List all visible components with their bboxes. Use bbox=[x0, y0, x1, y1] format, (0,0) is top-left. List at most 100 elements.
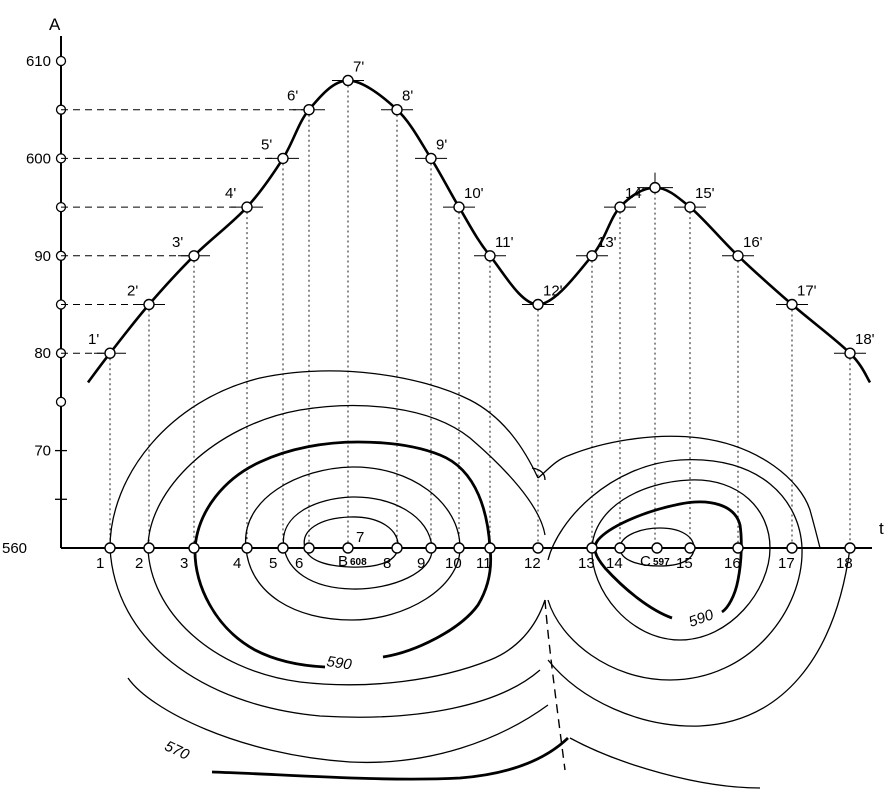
y-tick-label: 600 bbox=[26, 150, 51, 167]
summit-c-letter: C bbox=[640, 553, 651, 570]
contour-left-585b bbox=[147, 547, 546, 686]
profile-point-marker bbox=[104, 347, 116, 359]
baseline-point-marker bbox=[844, 542, 856, 554]
baseline-point-marker bbox=[732, 542, 744, 554]
baseline-point-marker bbox=[391, 542, 403, 554]
profile-curve bbox=[86, 79, 872, 384]
x-axis-title: t bbox=[879, 519, 884, 538]
profile-point-marker bbox=[732, 250, 744, 262]
baseline-point-marker bbox=[453, 542, 465, 554]
summit-b: B 608 bbox=[338, 553, 367, 570]
profile-point-marker bbox=[844, 347, 856, 359]
profile-point-label: 12' bbox=[543, 283, 563, 300]
baseline-point-label: 4 bbox=[233, 555, 241, 572]
baseline-point-marker bbox=[143, 542, 155, 554]
baseline-point-marker bbox=[188, 542, 200, 554]
contour-right-585 bbox=[591, 479, 771, 641]
baseline-point-label: 17 bbox=[778, 555, 795, 572]
baseline-point-marker bbox=[484, 542, 496, 554]
baseline-point-label: 6 bbox=[295, 555, 303, 572]
profile-point-marker bbox=[684, 201, 696, 213]
contour-right-580 bbox=[547, 459, 803, 681]
baseline-point-label: 11 bbox=[476, 555, 492, 572]
summit-b-value: 608 bbox=[350, 557, 367, 568]
baseline-point-label: 9 bbox=[417, 555, 425, 572]
y-tick-label: 80 bbox=[34, 345, 51, 362]
contour-label-570: 570 bbox=[162, 738, 192, 764]
profile-point-marker bbox=[532, 298, 544, 311]
profile-point-marker bbox=[484, 250, 496, 262]
baseline-point-marker bbox=[342, 542, 354, 554]
y-ticks: 610 600 90 80 70 560 bbox=[2, 53, 67, 557]
baseline-point-label: 14 bbox=[606, 555, 623, 572]
summit-c-value: 597 bbox=[653, 557, 670, 568]
contour-left-580b bbox=[109, 547, 541, 718]
contour-left-590 bbox=[193, 440, 493, 669]
y-tick-label: 70 bbox=[34, 443, 51, 460]
profile-point-marker bbox=[241, 201, 253, 213]
baseline-point-marker bbox=[425, 542, 437, 554]
x-axis: t bbox=[61, 519, 884, 549]
baseline-point-label: 1 bbox=[96, 555, 104, 572]
profile-point-label: 15' bbox=[695, 185, 715, 202]
contour-saddle-inner bbox=[531, 467, 546, 481]
baseline-point-label: 8 bbox=[383, 555, 391, 572]
profile-point-label: 16' bbox=[743, 234, 763, 251]
profile-point-label: 5' bbox=[261, 136, 272, 153]
profile-point-marker bbox=[391, 103, 403, 116]
profile-points: 1' 2' 3' 4' 5' 6' 7' 8' 9' 10' 11' 12' 13' 14' 15' 16' 1… bbox=[88, 58, 875, 359]
contour-right-570 bbox=[569, 737, 761, 789]
profile-point-marker bbox=[453, 201, 465, 213]
profile-point-marker bbox=[425, 152, 437, 165]
contour-map bbox=[109, 370, 851, 789]
profile-point-marker bbox=[342, 74, 354, 87]
baseline-point-marker bbox=[786, 542, 798, 554]
contour-right-590 bbox=[593, 500, 743, 620]
baseline-point-label: 16 bbox=[724, 555, 741, 572]
baseline-point-label: 15 bbox=[676, 555, 693, 572]
baseline-point-marker bbox=[104, 542, 116, 554]
profile-point-marker bbox=[614, 201, 626, 213]
y-tick-label: 560 bbox=[2, 540, 27, 557]
baseline-point-label: 13 bbox=[578, 555, 595, 572]
baseline-point-marker bbox=[241, 542, 253, 554]
profile-point-label: 2' bbox=[127, 283, 138, 300]
baseline-points: 1 2 3 4 5 678 9 10 11 12 13 14 15 16 17 18 bbox=[96, 529, 856, 572]
contour-right-575 bbox=[547, 547, 851, 727]
profile-point-label: 18' bbox=[855, 331, 875, 348]
baseline-point-label: 10 bbox=[445, 555, 462, 572]
baseline-point-marker bbox=[586, 542, 598, 554]
y-axis-title: A bbox=[49, 15, 61, 34]
profile-point-label: 4' bbox=[225, 185, 236, 202]
y-tick-label: 610 bbox=[26, 53, 51, 70]
contour-left-570 bbox=[211, 736, 569, 781]
summit-c: C 597 bbox=[640, 553, 670, 570]
valley-axis-line bbox=[544, 599, 566, 771]
profile-point-label: 3' bbox=[172, 234, 183, 251]
baseline-point-marker bbox=[684, 542, 696, 554]
contour-left-585 bbox=[147, 404, 546, 549]
profile-point-marker bbox=[277, 152, 289, 165]
baseline-point-label: 2 bbox=[135, 555, 143, 572]
summit-c-marker bbox=[651, 542, 663, 554]
y-tick-marker bbox=[55, 55, 67, 67]
profile-point-label: 13' bbox=[597, 234, 617, 251]
profile-point-marker bbox=[143, 298, 155, 311]
vertical-projection-lines bbox=[109, 80, 851, 548]
baseline-point-marker bbox=[303, 542, 315, 554]
contour-label-590-left: 590 bbox=[326, 653, 354, 673]
contour-left-580 bbox=[109, 370, 539, 549]
baseline-point-marker bbox=[277, 542, 289, 554]
profile-point-marker bbox=[303, 103, 315, 116]
baseline-point-label: 5 bbox=[269, 555, 277, 572]
profile-point-marker bbox=[786, 298, 798, 311]
baseline-point-marker bbox=[614, 542, 626, 554]
baseline-point-label: 18 bbox=[836, 555, 853, 572]
baseline-point-marker bbox=[532, 542, 544, 554]
y-axis: A 610 600 90 80 70 560 bbox=[2, 15, 67, 557]
summit-b-letter: B bbox=[338, 553, 348, 570]
profile-point-label: 11' bbox=[495, 234, 514, 251]
contour-saddle bbox=[537, 435, 821, 549]
contour-left-575 bbox=[127, 677, 549, 764]
